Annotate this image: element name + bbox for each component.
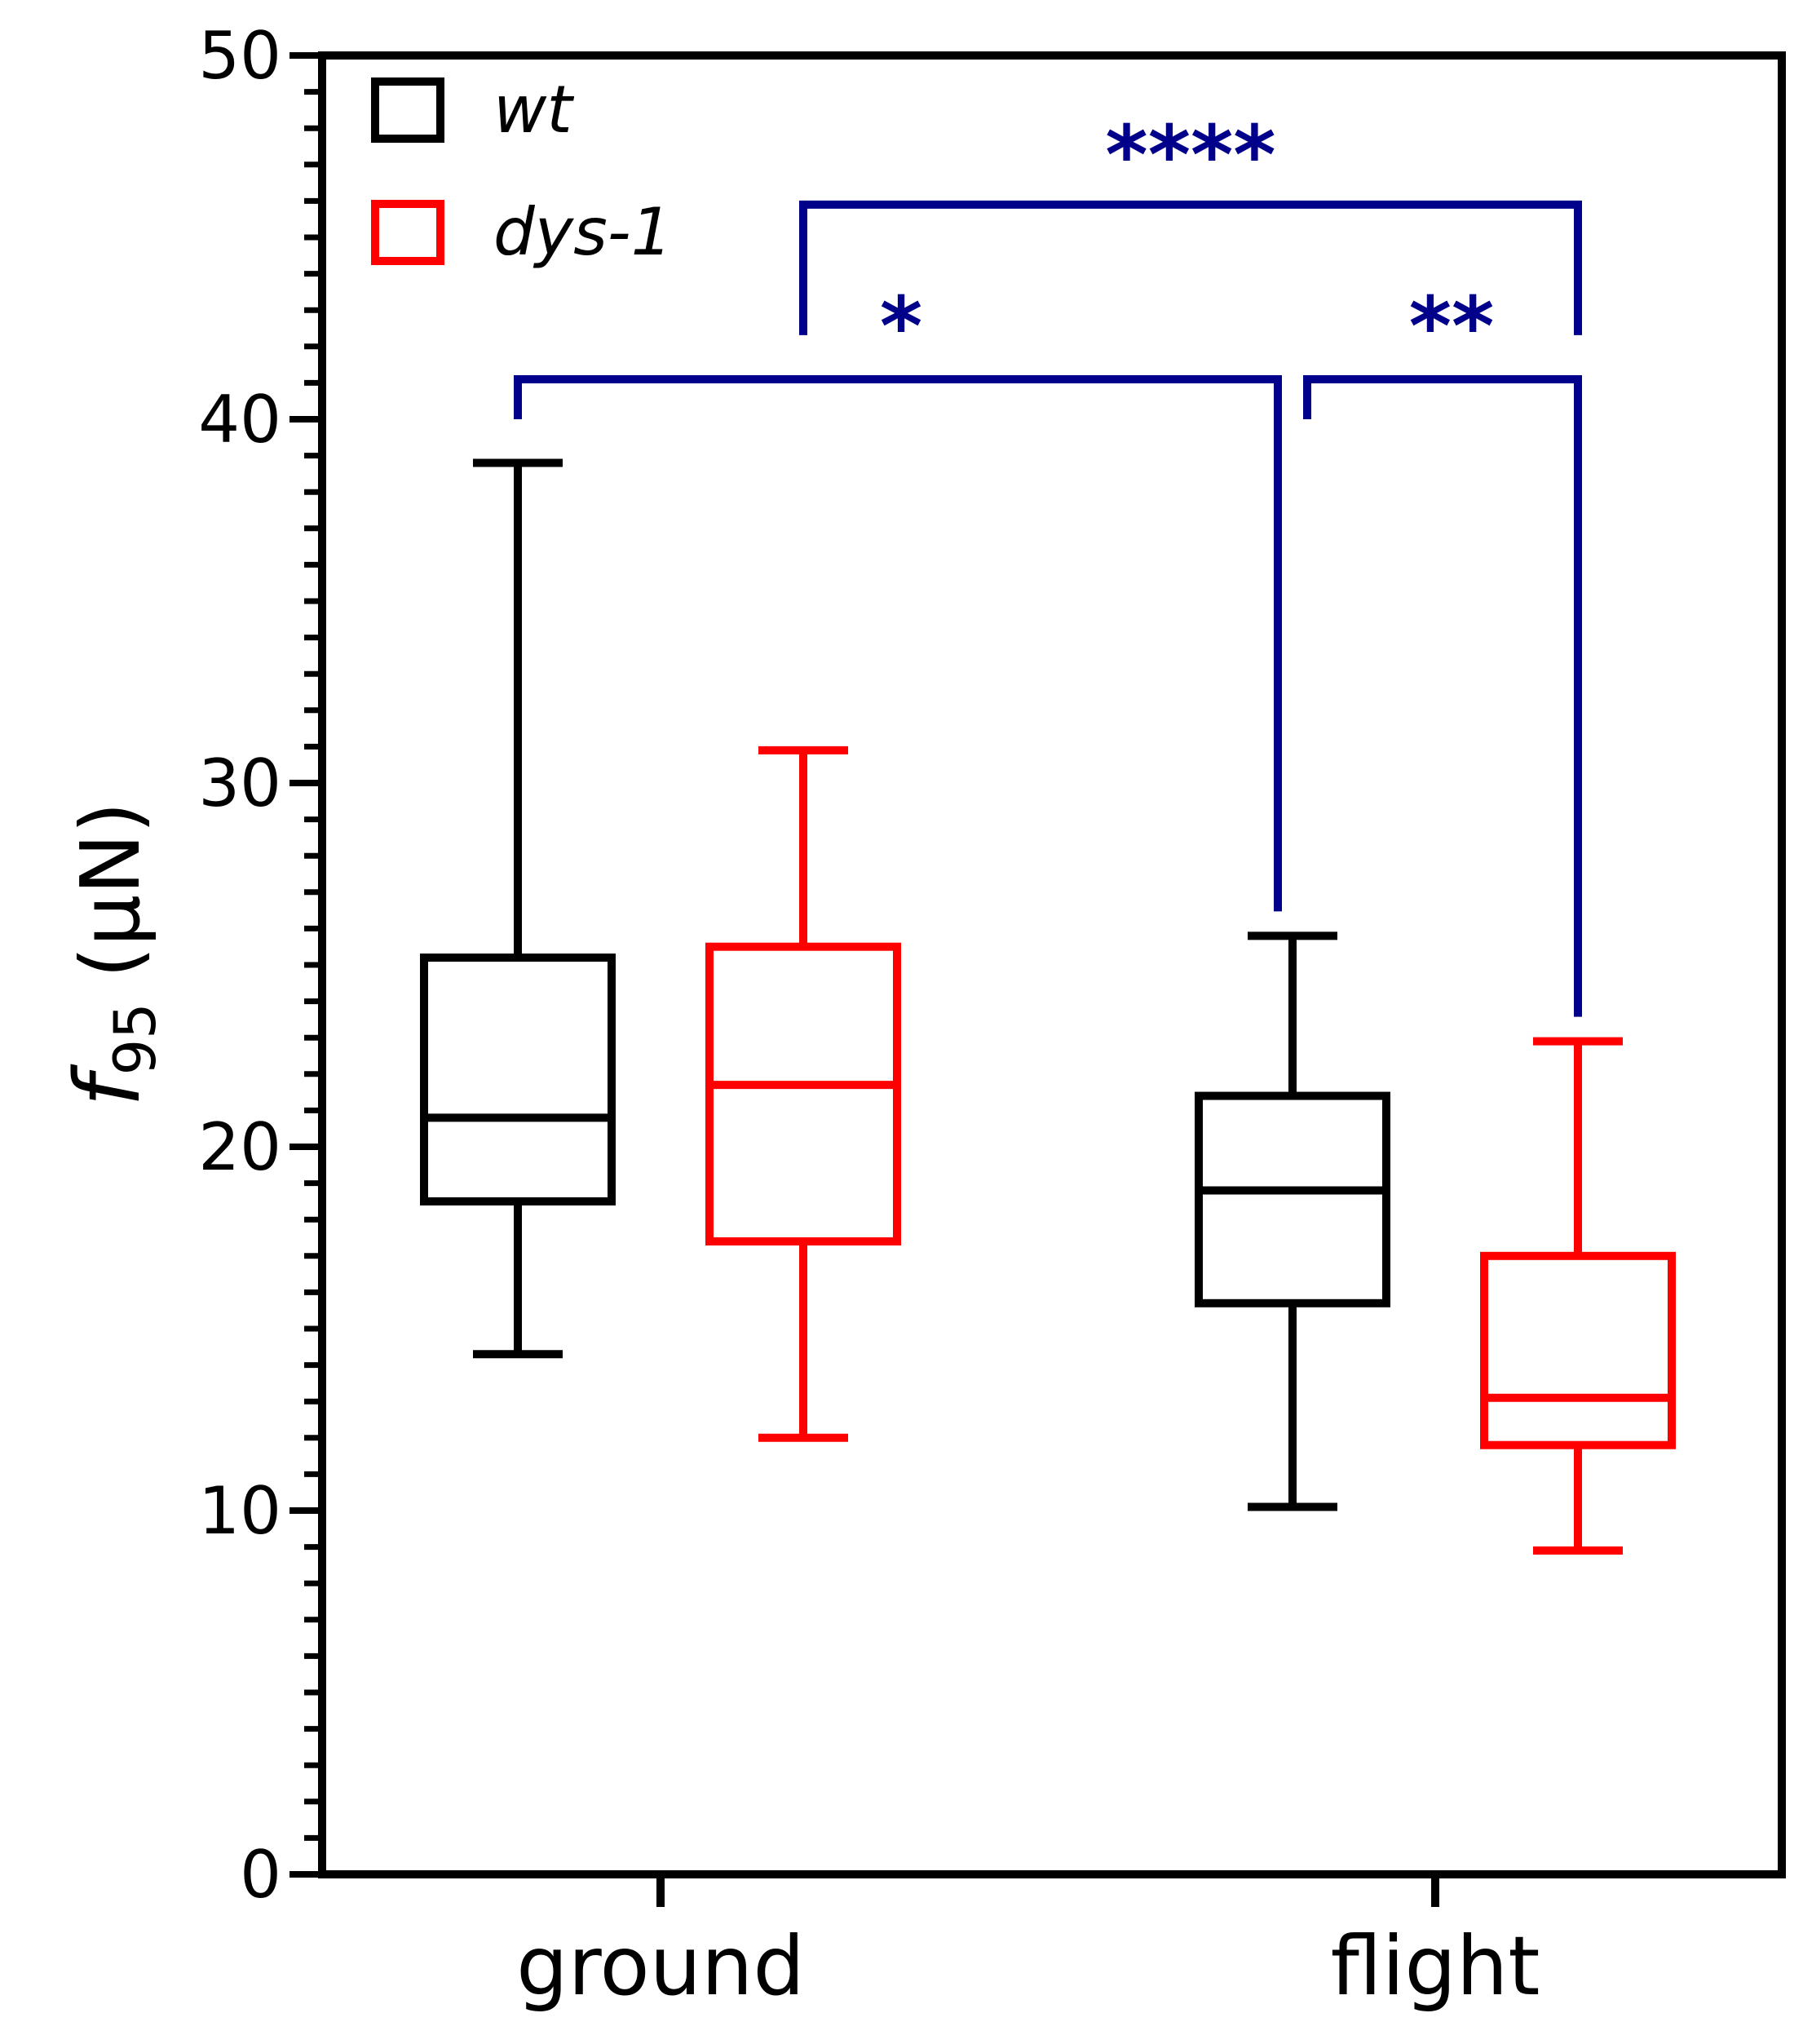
y-tick-label: 40	[198, 382, 281, 458]
legend: wt dys-1	[371, 72, 673, 270]
bracket-line	[1303, 374, 1582, 1017]
significance-label: **	[1409, 279, 1495, 374]
legend-swatch-dys-1	[371, 200, 444, 265]
bracket-1: **	[1303, 279, 1582, 1017]
bracket-0: *	[514, 279, 1282, 912]
bracket-line	[799, 200, 1582, 335]
iqr-box	[420, 953, 616, 1206]
y-tick-label: 50	[198, 18, 281, 94]
plot-frame	[318, 51, 1786, 1878]
bracket-line	[514, 374, 1282, 912]
significance-label: *	[880, 279, 922, 374]
box-dys-1-ground	[705, 745, 901, 1442]
box-series	[420, 458, 1676, 1555]
significance-label: ****	[1105, 108, 1275, 203]
x-axis: ground flight	[516, 1874, 1540, 2014]
box-wt-flight	[1195, 931, 1390, 1511]
y-tick-label: 10	[198, 1473, 281, 1549]
y-tick-label: 20	[198, 1109, 281, 1185]
significance-brackets: * ******	[514, 108, 1582, 1017]
y-axis-label: f95(μN)	[55, 802, 169, 1107]
y-tick-label: 30	[198, 745, 281, 821]
legend-label-wt: wt	[493, 72, 574, 148]
legend-label-dys-1: dys-1	[493, 194, 673, 270]
iqr-box	[1195, 1091, 1390, 1307]
y-tick-label: 0	[240, 1837, 281, 1913]
legend-swatch-wt	[371, 77, 444, 143]
iqr-box	[705, 942, 901, 1245]
x-tick-label-flight: flight	[1331, 1918, 1540, 2014]
box-dys-1-flight	[1480, 1037, 1676, 1555]
box-wt-ground	[420, 458, 616, 1359]
y-axis-ticks: 0 10 20 30 40 50	[198, 18, 322, 1913]
bracket-2: ****	[799, 108, 1582, 335]
x-tick-label-ground: ground	[516, 1918, 805, 2014]
iqr-box	[1480, 1251, 1676, 1449]
